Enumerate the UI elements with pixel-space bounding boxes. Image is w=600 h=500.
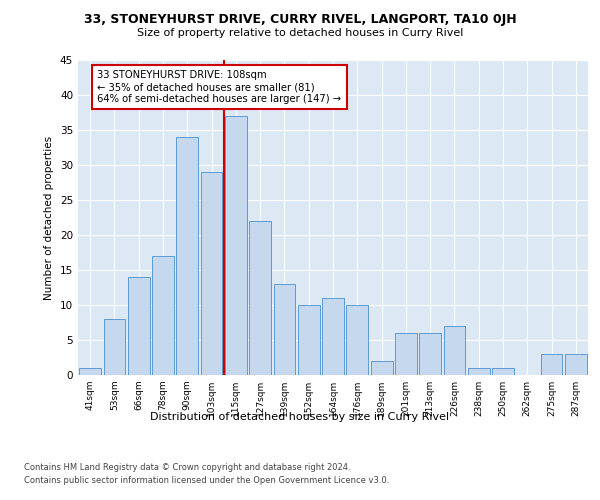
Text: 33 STONEYHURST DRIVE: 108sqm
← 35% of detached houses are smaller (81)
64% of se: 33 STONEYHURST DRIVE: 108sqm ← 35% of de… bbox=[97, 70, 341, 104]
Bar bbox=[492, 368, 514, 375]
Bar bbox=[298, 305, 320, 375]
Text: Size of property relative to detached houses in Curry Rivel: Size of property relative to detached ho… bbox=[137, 28, 463, 38]
Bar bbox=[419, 333, 441, 375]
Bar bbox=[443, 326, 466, 375]
Text: Contains public sector information licensed under the Open Government Licence v3: Contains public sector information licen… bbox=[24, 476, 389, 485]
Bar bbox=[346, 305, 368, 375]
Bar bbox=[152, 256, 174, 375]
Bar bbox=[565, 354, 587, 375]
Text: 33, STONEYHURST DRIVE, CURRY RIVEL, LANGPORT, TA10 0JH: 33, STONEYHURST DRIVE, CURRY RIVEL, LANG… bbox=[83, 12, 517, 26]
Bar bbox=[274, 284, 295, 375]
Bar bbox=[541, 354, 562, 375]
Bar bbox=[322, 298, 344, 375]
Text: Contains HM Land Registry data © Crown copyright and database right 2024.: Contains HM Land Registry data © Crown c… bbox=[24, 462, 350, 471]
Bar bbox=[371, 361, 392, 375]
Text: Distribution of detached houses by size in Curry Rivel: Distribution of detached houses by size … bbox=[151, 412, 449, 422]
Bar bbox=[128, 277, 149, 375]
Bar bbox=[225, 116, 247, 375]
Bar bbox=[104, 319, 125, 375]
Bar bbox=[249, 221, 271, 375]
Bar bbox=[79, 368, 101, 375]
Y-axis label: Number of detached properties: Number of detached properties bbox=[44, 136, 55, 300]
Bar bbox=[468, 368, 490, 375]
Bar bbox=[200, 172, 223, 375]
Bar bbox=[395, 333, 417, 375]
Bar bbox=[176, 137, 198, 375]
